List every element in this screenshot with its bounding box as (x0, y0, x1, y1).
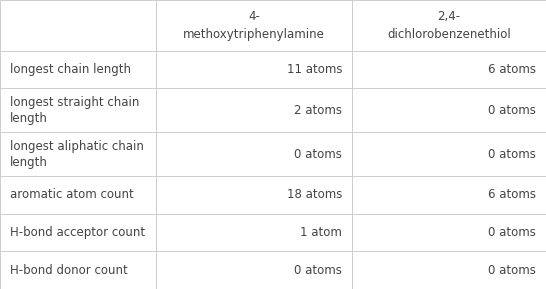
Text: longest straight chain
length: longest straight chain length (10, 96, 139, 125)
Text: 11 atoms: 11 atoms (287, 63, 342, 76)
Text: H-bond donor count: H-bond donor count (10, 264, 128, 277)
Text: 4-
methoxytriphenylamine: 4- methoxytriphenylamine (183, 10, 325, 41)
Text: 2 atoms: 2 atoms (294, 104, 342, 117)
Text: 0 atoms: 0 atoms (488, 148, 536, 161)
Text: 0 atoms: 0 atoms (294, 264, 342, 277)
Text: 0 atoms: 0 atoms (294, 148, 342, 161)
Text: 0 atoms: 0 atoms (488, 226, 536, 239)
Text: longest chain length: longest chain length (10, 63, 131, 76)
Text: longest aliphatic chain
length: longest aliphatic chain length (10, 140, 144, 169)
Text: H-bond acceptor count: H-bond acceptor count (10, 226, 145, 239)
Text: 0 atoms: 0 atoms (488, 264, 536, 277)
Text: 18 atoms: 18 atoms (287, 188, 342, 201)
Text: aromatic atom count: aromatic atom count (10, 188, 134, 201)
Text: 6 atoms: 6 atoms (488, 188, 536, 201)
Text: 2,4-
dichlorobenzenethiol: 2,4- dichlorobenzenethiol (387, 10, 511, 41)
Text: 1 atom: 1 atom (300, 226, 342, 239)
Text: 6 atoms: 6 atoms (488, 63, 536, 76)
Text: 0 atoms: 0 atoms (488, 104, 536, 117)
